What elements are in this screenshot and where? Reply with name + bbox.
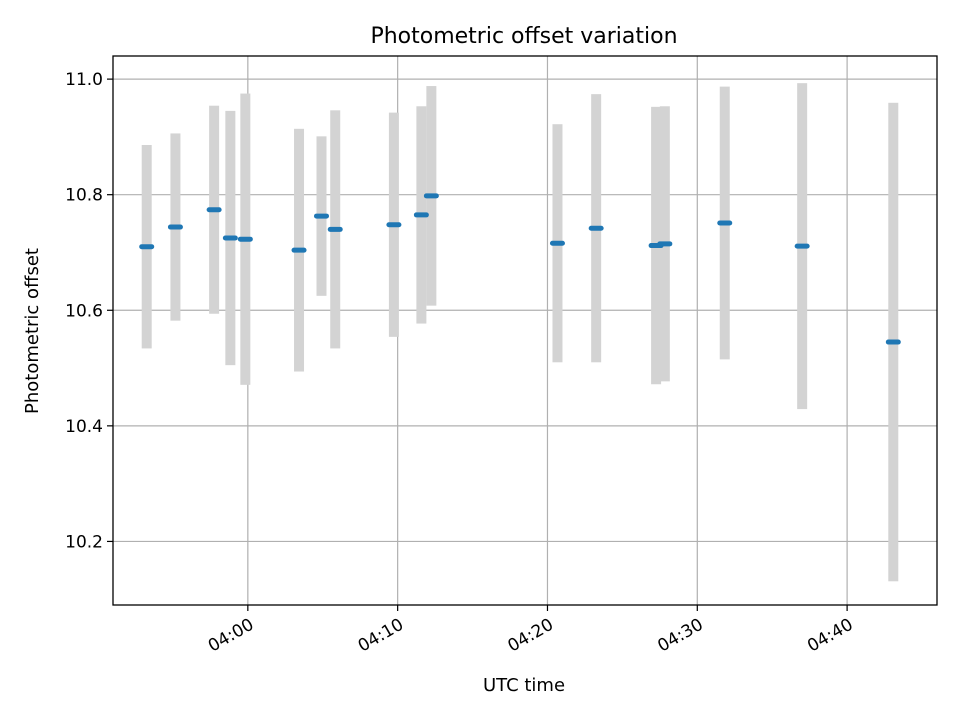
y-tick-label: 10.2 bbox=[65, 532, 103, 552]
data-points bbox=[139, 193, 901, 345]
x-tick-label: 04:20 bbox=[505, 615, 557, 657]
x-tick-label: 04:00 bbox=[205, 615, 257, 657]
error-bars bbox=[141, 83, 899, 582]
chart-title: Photometric offset variation bbox=[370, 24, 677, 49]
grid bbox=[113, 56, 937, 605]
y-axis-ticks: 10.2 10.4 10.6 10.8 11.0 bbox=[65, 70, 113, 552]
y-tick-label: 11.0 bbox=[65, 70, 103, 90]
x-tick-label: 04:10 bbox=[355, 615, 407, 657]
x-tick-label: 04:40 bbox=[804, 615, 856, 657]
y-tick-label: 10.6 bbox=[65, 301, 103, 321]
plot-frame bbox=[112, 55, 938, 606]
y-tick-label: 10.8 bbox=[65, 186, 103, 206]
y-tick-label: 10.4 bbox=[65, 417, 103, 437]
x-axis-label: UTC time bbox=[483, 675, 565, 696]
x-axis-ticks: 04:00 04:10 04:20 04:30 04:40 bbox=[205, 605, 857, 656]
y-axis-label: Photometric offset bbox=[22, 248, 43, 414]
x-tick-label: 04:30 bbox=[654, 615, 706, 657]
